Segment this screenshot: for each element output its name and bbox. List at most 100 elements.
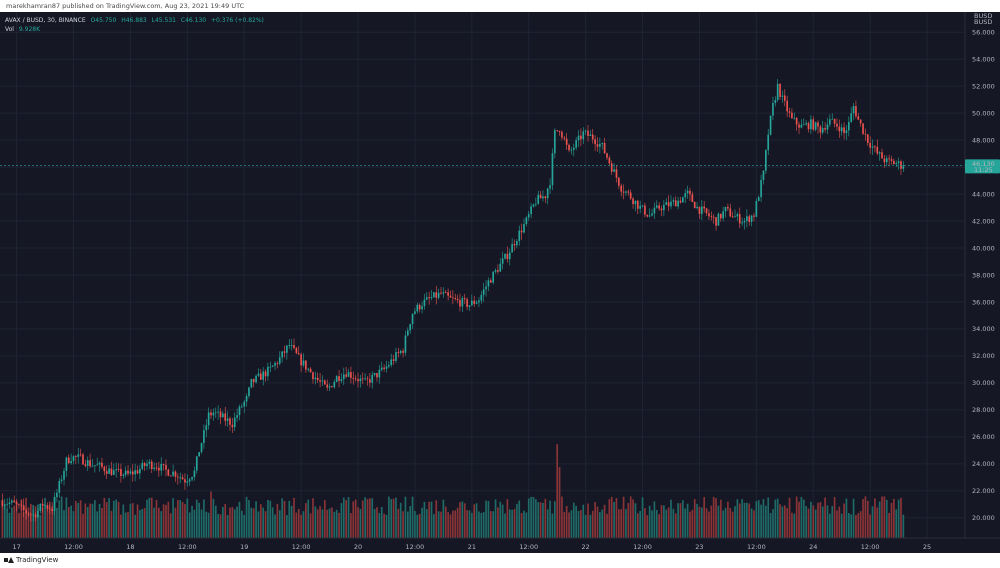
candle bbox=[506, 246, 509, 263]
volume-bar bbox=[599, 512, 601, 538]
candle bbox=[632, 196, 634, 209]
volume-bar bbox=[373, 508, 376, 538]
volume-bar bbox=[615, 498, 618, 538]
price-axis[interactable]: BUSD BUSD 20.000 22.000 24.000 26.000 28.000… bbox=[964, 12, 1000, 538]
volume-bar bbox=[819, 502, 822, 538]
candle bbox=[715, 216, 717, 231]
volume-bar bbox=[530, 496, 532, 538]
candle bbox=[523, 218, 525, 234]
volume-bar bbox=[193, 509, 196, 538]
volume-bar bbox=[471, 512, 473, 538]
volume-bar bbox=[354, 499, 357, 538]
candle-body bbox=[37, 510, 39, 518]
volume-bar bbox=[829, 513, 831, 538]
volume-bar bbox=[798, 501, 800, 538]
candle-body bbox=[404, 335, 407, 353]
close-label: C46.130 bbox=[181, 17, 206, 24]
volume-bar bbox=[840, 513, 843, 538]
candle-body bbox=[82, 454, 84, 465]
volume-bar bbox=[795, 496, 798, 538]
volume-bar bbox=[679, 503, 682, 538]
candle-body bbox=[788, 111, 791, 113]
volume-bar bbox=[627, 503, 630, 538]
candle bbox=[580, 128, 582, 147]
candle-body bbox=[229, 418, 231, 425]
candle bbox=[582, 127, 585, 145]
volume-bar bbox=[765, 505, 767, 538]
volume-bar bbox=[158, 507, 160, 538]
price-chart-svg[interactable]: BUSD BUSD 20.000 22.000 24.000 26.000 28.000… bbox=[0, 12, 1000, 553]
candle-body bbox=[613, 169, 615, 172]
candle bbox=[843, 122, 845, 140]
candle bbox=[205, 418, 208, 438]
candle bbox=[634, 200, 637, 212]
volume-bar bbox=[717, 505, 720, 538]
candle bbox=[388, 361, 390, 369]
candle-body bbox=[259, 373, 262, 380]
candle bbox=[440, 287, 442, 295]
volume-bar bbox=[37, 504, 39, 538]
x-tick-labels: 17 12:00 18 12:00 19 12:00 20 12:00 21 12:00 22 12:… bbox=[12, 543, 931, 551]
volume-bar bbox=[302, 511, 305, 538]
candle bbox=[672, 197, 675, 206]
volume-bar bbox=[482, 512, 485, 538]
chart-panel[interactable]: BUSD BUSD 20.000 22.000 24.000 26.000 28.000… bbox=[0, 12, 1000, 553]
candle bbox=[307, 367, 310, 372]
y-tick-label: 24.000 bbox=[972, 460, 995, 468]
axis-currency-2: BUSD bbox=[974, 18, 992, 26]
candle bbox=[150, 459, 153, 473]
candle-body bbox=[608, 157, 611, 164]
volume-bar bbox=[568, 512, 570, 538]
candle-body bbox=[478, 300, 480, 303]
candle bbox=[32, 509, 35, 522]
candle bbox=[542, 190, 544, 202]
candle-body bbox=[776, 83, 779, 100]
volume-bar bbox=[869, 514, 871, 538]
change-label: +0.376 (+0.82%) bbox=[211, 17, 264, 24]
candle bbox=[283, 345, 286, 358]
volume-bar bbox=[395, 497, 397, 538]
candle bbox=[395, 347, 397, 364]
candle-body bbox=[250, 378, 253, 388]
candle bbox=[245, 393, 248, 407]
candle bbox=[233, 412, 236, 432]
candle-body bbox=[603, 142, 606, 154]
time-axis[interactable]: 17 12:00 18 12:00 19 12:00 20 12:00 21 12:00 22 12:… bbox=[0, 537, 1000, 553]
volume-bar bbox=[46, 506, 49, 538]
candle bbox=[236, 408, 238, 422]
candle-body bbox=[589, 134, 592, 136]
candle-body bbox=[710, 216, 713, 218]
volume-bar bbox=[781, 506, 784, 538]
candle bbox=[565, 133, 568, 150]
volume-bar bbox=[463, 503, 466, 538]
volume-bar bbox=[203, 499, 205, 538]
candle-body bbox=[11, 500, 13, 503]
candle-body bbox=[802, 124, 805, 126]
open-label: O45.750 bbox=[91, 17, 117, 24]
candle bbox=[727, 203, 729, 211]
candle-body bbox=[843, 127, 845, 134]
candle-body bbox=[369, 379, 371, 383]
volume-bar bbox=[738, 503, 741, 538]
candle-body bbox=[433, 292, 435, 298]
candle bbox=[767, 128, 770, 155]
candle bbox=[741, 217, 743, 227]
candle bbox=[70, 453, 72, 465]
volume-bar bbox=[890, 502, 893, 538]
candle bbox=[231, 417, 234, 434]
candle bbox=[641, 204, 644, 208]
volume-bar bbox=[793, 513, 796, 538]
candle bbox=[84, 459, 87, 468]
candle bbox=[406, 327, 409, 337]
volume-bar bbox=[746, 502, 748, 538]
volume-bar bbox=[577, 510, 580, 538]
candle bbox=[112, 463, 115, 476]
candle-body bbox=[435, 292, 438, 298]
candle bbox=[18, 503, 20, 509]
candle-body bbox=[485, 286, 487, 290]
candle-body bbox=[800, 124, 803, 128]
candle-body bbox=[646, 214, 649, 217]
volume-bar bbox=[821, 506, 824, 538]
volume-bar bbox=[487, 500, 490, 538]
candle bbox=[821, 120, 824, 135]
